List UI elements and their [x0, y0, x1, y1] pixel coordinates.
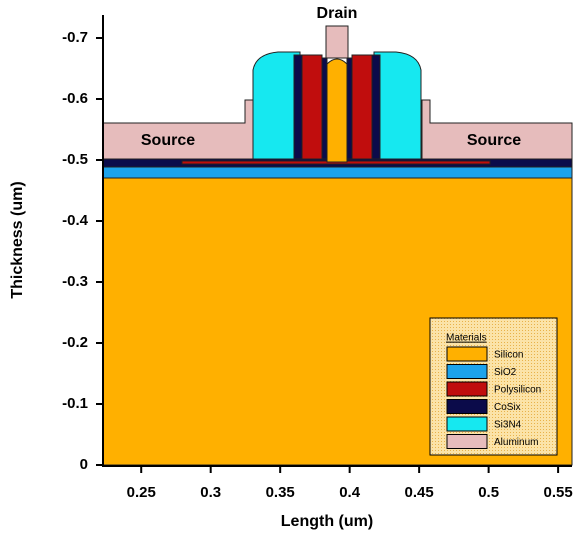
- liner: [293, 54, 303, 160]
- legend-label: Aluminum: [494, 437, 538, 448]
- gate-poly: [351, 54, 373, 160]
- spacer: [373, 51, 422, 160]
- y-tick-label: -0.3: [62, 273, 88, 290]
- y-tick-label: -0.5: [62, 151, 88, 168]
- x-tick-label: 0.55: [544, 484, 573, 501]
- legend-label: SiO2: [494, 367, 517, 378]
- y-tick-label: 0: [80, 456, 88, 473]
- legend-title: Materials: [446, 333, 487, 344]
- x-tick-label: 0.3: [200, 484, 221, 501]
- source-contact: [102, 99, 254, 160]
- x-tick-label: 0.4: [339, 484, 361, 501]
- y-tick-label: -0.4: [62, 212, 89, 229]
- channel-pillar: [326, 58, 348, 163]
- legend-swatch: [446, 364, 488, 379]
- x-tick-label: 0.5: [478, 484, 499, 501]
- legend-swatch: [446, 416, 488, 432]
- y-tick-label: -0.7: [62, 29, 88, 46]
- liner: [346, 57, 353, 160]
- legend-swatch: [446, 381, 488, 397]
- y-tick-label: -0.1: [62, 395, 88, 412]
- liner: [321, 57, 328, 160]
- legend: Materials Silicon SiO2 Polysilicon CoSix Si3…: [429, 317, 558, 456]
- legend-label: Silicon: [494, 350, 523, 361]
- source-contact: [421, 99, 573, 160]
- y-tick-label: -0.6: [62, 90, 88, 107]
- gate-poly: [301, 54, 323, 160]
- legend-label: Polysilicon: [494, 385, 541, 396]
- annotation: Source: [467, 132, 521, 149]
- annotation: Drain: [317, 5, 358, 22]
- x-axis-title: Length (um): [281, 513, 373, 530]
- legend-swatch: [446, 434, 488, 449]
- y-tick-label: -0.2: [62, 334, 88, 351]
- legend-swatch: [446, 399, 488, 414]
- liner: [371, 54, 381, 160]
- drain-contact: [325, 25, 349, 59]
- legend-label: Si3N4: [494, 420, 522, 431]
- spacer: [252, 51, 301, 160]
- x-tick-label: 0.25: [127, 484, 156, 501]
- x-tick-label: 0.45: [405, 484, 434, 501]
- annotation: Source: [141, 132, 195, 149]
- legend-label: CoSix: [494, 402, 521, 413]
- legend-swatch: [446, 346, 488, 362]
- x-tick-label: 0.35: [266, 484, 295, 501]
- oxide-layer: [102, 166, 573, 179]
- y-axis-title: Thickness (um): [9, 181, 26, 298]
